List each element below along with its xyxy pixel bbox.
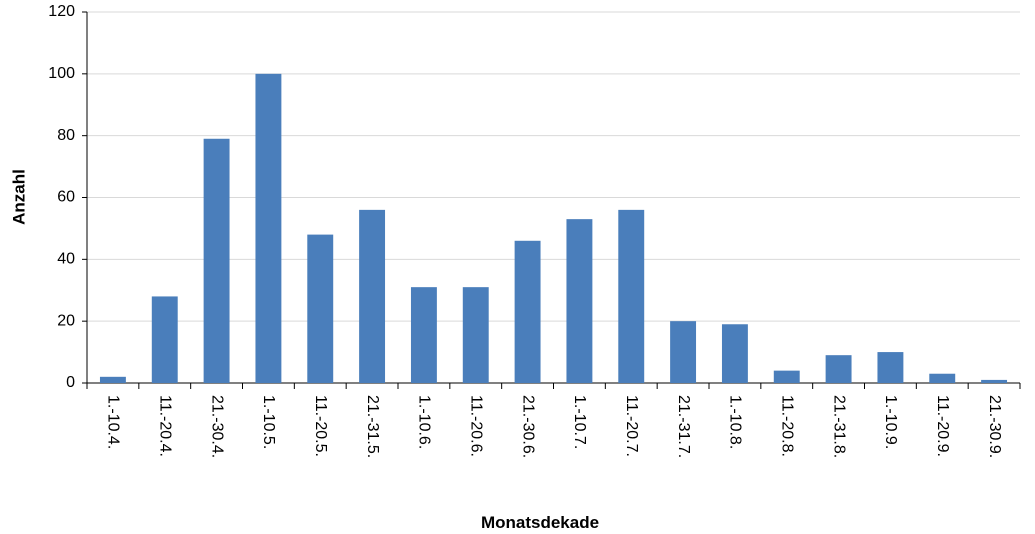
y-tick-label: 20 — [57, 312, 75, 329]
x-tick-label: 21.-30.9. — [986, 395, 1003, 458]
x-tick-label: 11.-20.8. — [779, 395, 796, 457]
y-tick-label: 40 — [57, 251, 75, 268]
y-tick-label: 0 — [66, 374, 75, 391]
y-tick-label: 80 — [57, 127, 75, 144]
x-tick-label: 21.-31.7. — [675, 395, 692, 458]
x-tick-label: 11.-20.6. — [468, 395, 485, 457]
x-tick-label: 11.-20.4. — [157, 395, 174, 457]
bar — [721, 324, 748, 383]
x-tick-label: 1.-10.7. — [571, 395, 588, 449]
bar — [203, 138, 230, 383]
x-tick-label: 1.-10.9. — [882, 395, 899, 449]
x-tick-label: 21.-31.8. — [830, 395, 847, 458]
x-tick-label: 11.-20.9. — [934, 395, 951, 457]
bar — [359, 209, 386, 383]
bar — [981, 379, 1008, 383]
y-tick-label: 60 — [57, 189, 75, 206]
bar — [255, 73, 282, 383]
x-tick-label: 21.-30.6. — [519, 395, 536, 458]
x-tick-label: 1.-10.6. — [416, 395, 433, 449]
bar — [514, 240, 541, 383]
bar — [410, 287, 437, 383]
x-tick-label: 1.-10.5. — [260, 395, 277, 449]
y-tick-label: 100 — [48, 65, 75, 82]
x-axis-title: Monatsdekade — [481, 513, 599, 532]
bar — [618, 209, 645, 383]
bar — [877, 352, 904, 383]
bar — [773, 370, 800, 383]
x-tick-label: 11.-20.5. — [312, 395, 329, 457]
bar — [825, 355, 852, 383]
x-tick-label: 21.-31.5. — [364, 395, 381, 458]
bar — [929, 373, 956, 383]
x-tick-label: 21.-30.4. — [208, 395, 225, 458]
bar — [307, 234, 334, 383]
y-axis-title: Anzahl — [9, 169, 28, 225]
bar — [566, 219, 593, 383]
bar — [670, 321, 697, 383]
x-tick-label: 1.-10.8. — [727, 395, 744, 449]
bar — [99, 376, 126, 383]
x-tick-label: 1.-10.4. — [105, 395, 122, 449]
bar — [151, 296, 178, 383]
y-tick-label: 120 — [48, 3, 75, 20]
bar — [462, 287, 489, 383]
x-tick-label: 11.-20.7. — [623, 395, 640, 457]
